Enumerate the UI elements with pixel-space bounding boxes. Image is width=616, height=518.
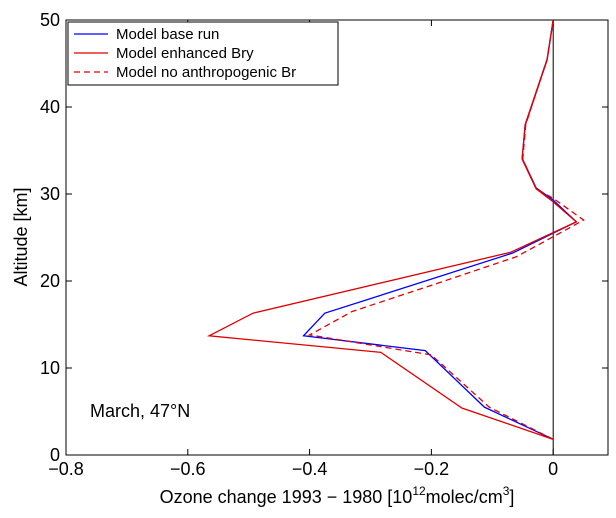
- x-label-sup: 3: [503, 484, 510, 498]
- legend-label: Model no anthropogenic Br: [116, 64, 296, 81]
- y-tick-label: 50: [40, 10, 60, 30]
- x-tick-label: −0.6: [170, 459, 206, 479]
- x-tick-label: −0.2: [414, 459, 450, 479]
- y-tick-label: 20: [40, 271, 60, 291]
- annotation: March, 47°N: [90, 401, 190, 421]
- x-label-part: ]: [509, 487, 514, 507]
- x-tick-label: −0.4: [292, 459, 328, 479]
- y-tick-label: 40: [40, 97, 60, 117]
- profile-line: [302, 19, 578, 440]
- x-tick-label: 0: [548, 459, 558, 479]
- y-tick-label: 0: [50, 445, 60, 465]
- x-tick-label: −0.8: [48, 459, 84, 479]
- x-label-part: molec/cm: [426, 487, 503, 507]
- y-tick-label: 10: [40, 358, 60, 378]
- x-label-sup: 12: [412, 484, 426, 498]
- legend-label: Model base run: [116, 26, 219, 43]
- x-axis-label: Ozone change 1993 − 1980 [1012molec/cm3]: [160, 484, 515, 507]
- x-label-part: Ozone change 1993 − 1980 [10: [160, 487, 413, 507]
- y-tick-label: 30: [40, 184, 60, 204]
- profile-line: [307, 19, 585, 440]
- legend-box: [67, 21, 339, 86]
- plot-frame: [65, 19, 609, 456]
- legend-label: Model enhanced Bry: [116, 45, 254, 62]
- y-axis-label: Altitude [km]: [11, 187, 31, 286]
